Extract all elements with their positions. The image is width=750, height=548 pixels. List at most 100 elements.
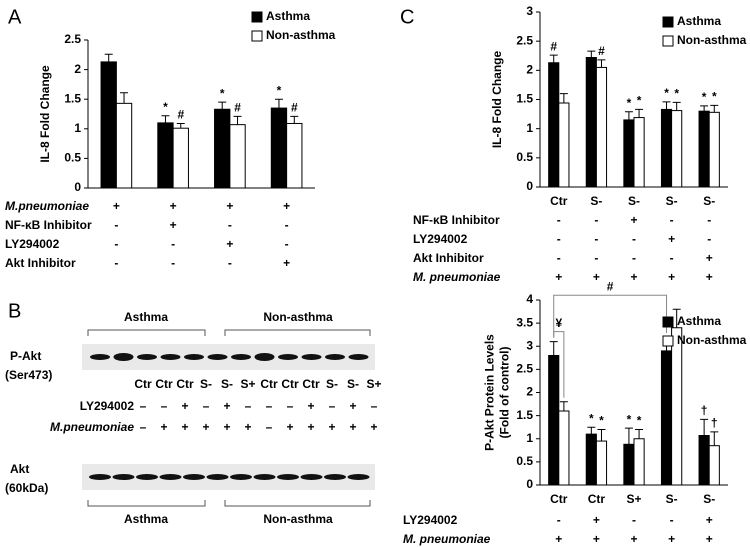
bar <box>671 327 683 486</box>
panel-label: C <box>400 6 414 28</box>
sign: + <box>668 270 675 284</box>
y-tick-label: 2 <box>526 63 533 77</box>
bar <box>172 127 189 189</box>
band <box>137 354 157 360</box>
row-label: M.pneumoniae <box>50 420 134 434</box>
error-bar <box>176 122 185 129</box>
group-label: Non-asthma <box>263 310 333 324</box>
sign: + <box>706 270 713 284</box>
sign: – <box>140 399 147 413</box>
legend-label: Non-asthma <box>266 28 336 42</box>
sign: + <box>223 420 230 434</box>
panel-label: A <box>8 6 22 28</box>
significance-mark: * <box>637 94 642 108</box>
sign: + <box>555 532 562 546</box>
x-tick-label: S- <box>666 492 678 506</box>
band <box>300 474 323 480</box>
sign: - <box>171 237 175 251</box>
sign: + <box>170 199 177 213</box>
sign: - <box>670 213 674 227</box>
sign: - <box>594 232 598 246</box>
error-bar <box>635 429 644 439</box>
significance-mark: * <box>664 86 669 100</box>
row-label: LY294002 <box>80 399 135 413</box>
y-tick-label: 0 <box>74 180 81 194</box>
legend-label: Non-asthma <box>677 333 747 347</box>
band <box>89 474 111 480</box>
band <box>347 474 370 480</box>
bar <box>100 61 117 189</box>
significance-mark: * <box>637 414 642 428</box>
bar <box>660 108 673 188</box>
error-bar <box>624 427 633 445</box>
sign: – <box>266 420 273 434</box>
sign: + <box>370 420 377 434</box>
row-label: LY294002 <box>413 232 468 246</box>
bar <box>548 62 560 188</box>
band <box>325 354 345 360</box>
error-bar <box>120 92 129 104</box>
band <box>207 354 228 360</box>
y-tick-label: 2.5 <box>64 32 81 46</box>
lane-label: Ctr <box>134 377 152 391</box>
sign: – <box>161 399 168 413</box>
error-bar <box>710 104 719 113</box>
band <box>184 354 204 360</box>
significance-mark: # <box>550 39 557 53</box>
legend-label: Asthma <box>266 9 310 23</box>
bar <box>633 117 645 188</box>
bar-chart: A 0 0.5 1 1.5 2 2.5 IL-8 Fold Change * * * # # # M.pne… <box>5 6 336 270</box>
sign: + <box>555 270 562 284</box>
band <box>324 474 346 480</box>
y-tick-label: 3.5 <box>516 315 533 329</box>
lane-label: Ctr <box>260 377 278 391</box>
band <box>301 354 322 360</box>
sign: + <box>593 532 600 546</box>
band <box>253 474 276 480</box>
y-tick-label: 2 <box>74 62 81 76</box>
significance-mark: * <box>163 100 168 114</box>
sign: - <box>557 232 561 246</box>
sign: + <box>630 213 637 227</box>
error-bar <box>597 59 606 68</box>
significance-mark: * <box>674 87 679 101</box>
significance-mark: * <box>589 411 594 425</box>
x-tick-label: S- <box>628 194 640 208</box>
x-tick-label: S- <box>703 194 715 208</box>
y-tick-label: 0 <box>526 477 533 491</box>
y-axis-label: IL-8 Fold Change <box>38 65 52 163</box>
error-bar <box>587 426 596 435</box>
error-bar <box>549 341 558 356</box>
row-label: Akt Inhibitor <box>5 256 76 270</box>
error-bar <box>559 401 568 411</box>
error-bar <box>549 54 558 63</box>
legend-label: Asthma <box>677 314 721 328</box>
error-bar <box>161 115 170 123</box>
blot-label: (60kDa) <box>5 481 48 495</box>
legend-swatch <box>662 335 674 347</box>
legend-label: Asthma <box>677 14 721 28</box>
band <box>160 354 181 360</box>
sign: + <box>283 256 290 270</box>
row-label: M. pneumoniae <box>403 532 491 546</box>
blot-label: Akt <box>10 462 29 476</box>
error-bar <box>597 429 606 442</box>
sign: + <box>630 270 637 284</box>
error-bar <box>559 93 568 103</box>
x-tick-label: S- <box>703 492 715 506</box>
lane-label: S+ <box>240 377 255 391</box>
error-bar <box>587 50 596 58</box>
lane-label: Ctr <box>155 377 173 391</box>
sign: - <box>557 251 561 265</box>
significance-mark: # <box>234 101 241 115</box>
sign: + <box>202 420 209 434</box>
error-bar <box>710 431 719 446</box>
sign: + <box>668 532 675 546</box>
y-tick-label: 4 <box>526 292 533 306</box>
bar <box>157 122 174 189</box>
sign: + <box>226 237 233 251</box>
band <box>231 354 251 360</box>
y-tick-label: 0.5 <box>516 454 533 468</box>
bar <box>585 433 597 486</box>
error-bar <box>233 115 242 125</box>
